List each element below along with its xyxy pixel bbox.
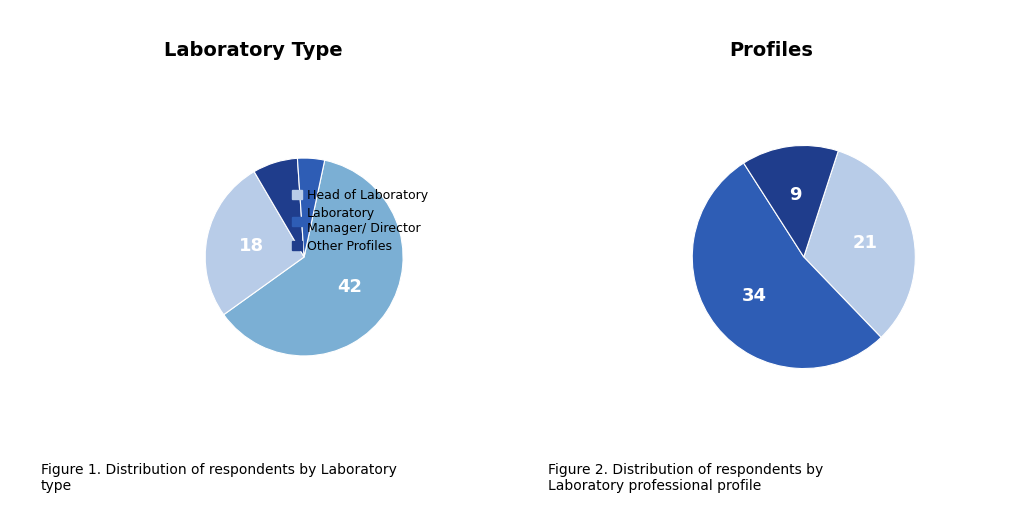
Wedge shape [205,172,304,315]
Wedge shape [254,158,304,257]
Text: 18: 18 [239,237,264,255]
Text: Figure 1. Distribution of respondents by Laboratory
type: Figure 1. Distribution of respondents by… [41,463,397,493]
Wedge shape [692,163,881,369]
Title: Profiles: Profiles [730,41,813,60]
Text: 9: 9 [790,186,802,204]
Wedge shape [804,151,916,337]
Text: 34: 34 [742,287,767,305]
Wedge shape [297,158,325,257]
Text: 42: 42 [337,278,361,296]
Title: Laboratory Type: Laboratory Type [164,41,343,60]
Text: Figure 2. Distribution of respondents by
Laboratory professional profile: Figure 2. Distribution of respondents by… [548,463,823,493]
Wedge shape [223,160,403,356]
Legend: Head of Laboratory, Laboratory
Manager/ Director, Other Profiles: Head of Laboratory, Laboratory Manager/ … [292,189,428,253]
Text: 21: 21 [853,234,878,252]
Wedge shape [744,145,838,257]
